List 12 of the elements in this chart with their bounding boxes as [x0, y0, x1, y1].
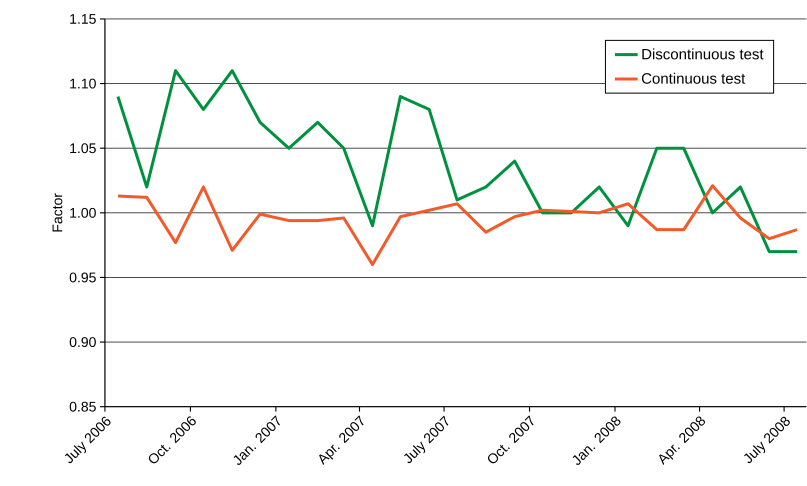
y-tick-label: 0.95 [70, 272, 96, 283]
y-tick-label: 0.85 [70, 402, 96, 412]
line-series [116, 69, 799, 254]
y-axis-title: Factor [52, 193, 62, 232]
y-tick-label: 1.00 [70, 208, 96, 218]
legend-label: Discontinuous test [642, 48, 764, 60]
legend-label: Continuous test [642, 72, 746, 84]
y-tick-label: 1.10 [70, 78, 96, 89]
y-tick-label: 1.05 [70, 143, 96, 154]
y-tick-label: 0.90 [70, 337, 96, 348]
line-series [116, 184, 799, 266]
y-tick-label: 1.15 [70, 14, 96, 24]
